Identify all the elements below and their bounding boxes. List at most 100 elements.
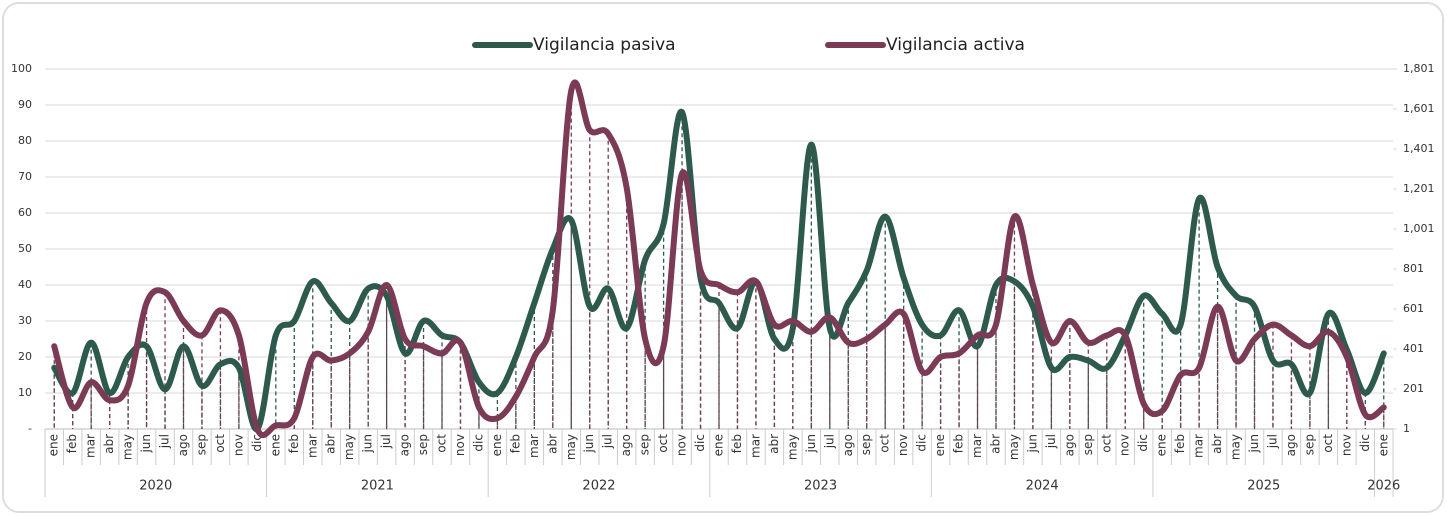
x-tick-label: feb	[65, 434, 79, 453]
y-tick-label: 20	[18, 350, 32, 363]
y2-tick-label: 1,601	[1403, 102, 1435, 115]
x-tick-label: jul	[822, 434, 836, 449]
x-tick-label: feb	[1173, 434, 1187, 453]
x-tick-label: abr	[324, 434, 338, 454]
x-tick-label: jun	[582, 434, 596, 454]
series-line	[51, 79, 1387, 439]
y2-tick-label: 1	[1403, 422, 1410, 435]
y2-tick-label: 1,401	[1403, 142, 1435, 155]
x-tick-label: jul	[158, 434, 172, 449]
x-tick-label: abr	[102, 434, 116, 454]
x-tick-label: sep	[416, 434, 430, 455]
x-tick-label: jul	[1044, 434, 1058, 449]
x-tick-label: ene	[1376, 434, 1390, 456]
x-tick-label: ene	[47, 434, 61, 456]
x-tick-label: ene	[933, 434, 947, 456]
x-tick-label: sep	[859, 434, 873, 455]
x-tick-label: ago	[176, 434, 190, 456]
x-tick-label: abr	[1210, 434, 1224, 454]
y-tick-label: 40	[18, 278, 32, 291]
y-tick-label: 50	[18, 242, 32, 255]
x-tick-label: mar	[84, 434, 98, 458]
x-tick-label: jun	[1247, 434, 1261, 454]
y2-tick-label: 1,801	[1403, 62, 1435, 75]
y2-tick-label: 401	[1403, 342, 1424, 355]
x-tick-label: feb	[952, 434, 966, 453]
x-tick-label: jun	[139, 434, 153, 454]
x-tick-label: jun	[1025, 434, 1039, 454]
x-tick-label: oct	[1099, 434, 1113, 453]
x-tick-label: jul	[1265, 434, 1279, 449]
x-tick-label: oct	[213, 434, 227, 453]
x-tick-label: sep	[638, 434, 652, 455]
x-tick-label: may	[342, 434, 356, 460]
x-tick-label: feb	[287, 434, 301, 453]
x-tick-label: ago	[841, 434, 855, 456]
x-tick-label: abr	[988, 434, 1002, 454]
x-tick-label: may	[1007, 434, 1021, 460]
x-tick-label: nov	[453, 434, 467, 456]
x-tick-label: dic	[1358, 434, 1372, 452]
x-tick-label: nov	[896, 434, 910, 456]
y-tick-label: -	[28, 422, 32, 435]
x-tick-label: ago	[619, 434, 633, 456]
year-label: 2025	[1247, 479, 1280, 494]
y-tick-label: 90	[18, 98, 32, 111]
legend-label: Vigilancia activa	[886, 35, 1025, 55]
x-tick-label: dic	[250, 434, 264, 452]
x-tick-label: feb	[508, 434, 522, 453]
x-tick-label: may	[121, 434, 135, 460]
x-tick-label: nov	[231, 434, 245, 456]
x-tick-label: nov	[1118, 434, 1132, 456]
x-tick-label: oct	[435, 434, 449, 453]
series-line	[51, 109, 1387, 433]
x-tick-label: abr	[545, 434, 559, 454]
x-tick-label: dic	[1136, 434, 1150, 452]
y2-tick-label: 601	[1403, 302, 1424, 315]
x-tick-label: mar	[305, 434, 319, 458]
x-tick-label: ene	[268, 434, 282, 456]
x-tick-label: ene	[712, 434, 726, 456]
year-label: 2022	[582, 479, 615, 494]
x-tick-label: sep	[194, 434, 208, 455]
x-tick-label: sep	[1081, 434, 1095, 455]
x-tick-label: ago	[1062, 434, 1076, 456]
x-tick-label: ene	[490, 434, 504, 456]
x-tick-label: abr	[767, 434, 781, 454]
y2-tick-label: 201	[1403, 382, 1424, 395]
x-tick-label: nov	[1339, 434, 1353, 456]
x-tick-label: may	[1229, 434, 1243, 460]
y2-tick-label: 1,201	[1403, 182, 1435, 195]
year-label: 2020	[139, 479, 172, 494]
x-tick-label: oct	[878, 434, 892, 453]
year-label: 2026	[1367, 479, 1400, 494]
year-label: 2023	[804, 479, 837, 494]
x-tick-label: ago	[398, 434, 412, 456]
x-tick-label: jun	[804, 434, 818, 454]
y2-tick-label: 801	[1403, 262, 1424, 275]
x-tick-label: mar	[527, 434, 541, 458]
x-tick-label: jul	[601, 434, 615, 449]
x-tick-label: nov	[675, 434, 689, 456]
year-label: 2021	[361, 479, 394, 494]
y-tick-label: 70	[18, 170, 32, 183]
x-tick-label: dic	[915, 434, 929, 452]
x-tick-label: mar	[970, 434, 984, 458]
y-tick-label: 100	[11, 62, 32, 75]
x-tick-label: ene	[1155, 434, 1169, 456]
x-tick-label: may	[564, 434, 578, 460]
x-tick-label: mar	[1192, 434, 1206, 458]
y-tick-label: 10	[18, 386, 32, 399]
x-tick-label: oct	[656, 434, 670, 453]
x-tick-label: dic	[471, 434, 485, 452]
x-tick-label: oct	[1321, 434, 1335, 453]
year-label: 2024	[1026, 479, 1059, 494]
x-tick-label: mar	[748, 434, 762, 458]
x-tick-label: dic	[693, 434, 707, 452]
y-tick-label: 30	[18, 314, 32, 327]
x-tick-label: jun	[361, 434, 375, 454]
x-tick-label: sep	[1302, 434, 1316, 455]
x-tick-label: feb	[730, 434, 744, 453]
